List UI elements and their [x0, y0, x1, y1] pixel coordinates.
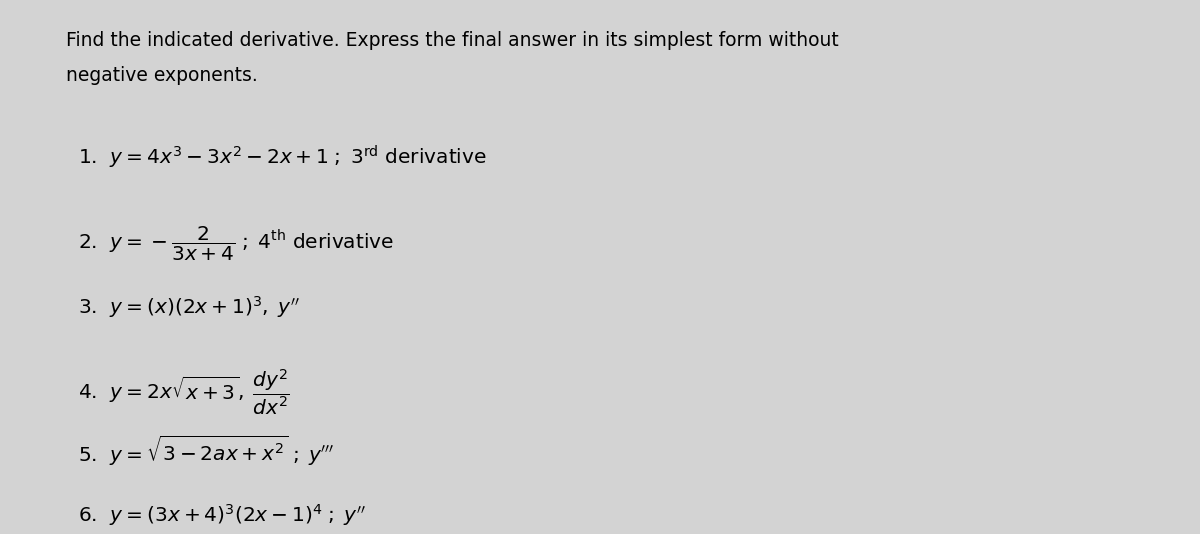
Text: 4.  $y = 2x\sqrt{x + 3},\; \dfrac{dy^2}{dx^2}$: 4. $y = 2x\sqrt{x + 3},\; \dfrac{dy^2}{d…: [78, 367, 290, 417]
Text: 2.  $y = -\dfrac{2}{3x+4}\;;\;4^{\mathrm{th}}$ derivative: 2. $y = -\dfrac{2}{3x+4}\;;\;4^{\mathrm{…: [78, 225, 394, 263]
Text: 5.  $y = \sqrt{3 - 2ax + x^2}\;;\; y'''$: 5. $y = \sqrt{3 - 2ax + x^2}\;;\; y'''$: [78, 433, 335, 468]
Text: negative exponents.: negative exponents.: [66, 66, 258, 85]
Text: 3.  $y = (x)(2x + 1)^3,\; y''$: 3. $y = (x)(2x + 1)^3,\; y''$: [78, 294, 300, 319]
Text: 6.  $y = (3x + 4)^3(2x - 1)^4\;;\; y''$: 6. $y = (3x + 4)^3(2x - 1)^4\;;\; y''$: [78, 502, 366, 528]
Text: 1.  $y = 4x^3 - 3x^2 - 2x + 1\;;\;3^{\mathrm{rd}}$ derivative: 1. $y = 4x^3 - 3x^2 - 2x + 1\;;\;3^{\mat…: [78, 144, 487, 171]
Text: Find the indicated derivative. Express the final answer in its simplest form wit: Find the indicated derivative. Express t…: [66, 32, 839, 50]
